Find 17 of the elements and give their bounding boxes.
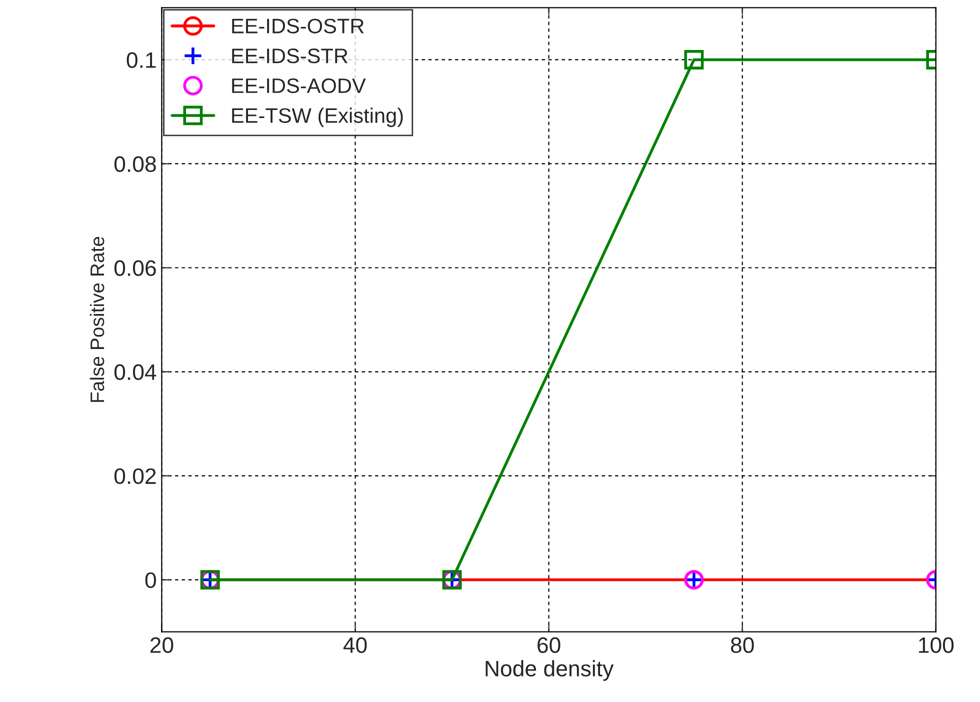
legend-label: EE-IDS-OSTR [232, 18, 364, 34]
x-tick-label: 20 [150, 637, 174, 653]
y-tick-label: 0.1 [126, 52, 156, 68]
x-tick-label: 60 [538, 637, 560, 653]
legend-label: EE-IDS-STR [232, 48, 348, 64]
y-tick-label: 0.08 [114, 156, 156, 172]
legend-label: EE-TSW (Existing) [232, 108, 403, 128]
x-axis-title: Node density [486, 660, 614, 681]
legend-label: EE-IDS-AODV [232, 78, 366, 94]
y-tick-label: 0 [145, 572, 156, 588]
y-tick-label: 0.02 [114, 468, 156, 484]
x-tick-label: 80 [730, 637, 754, 653]
y-axis-title: False Positive Rate [90, 236, 104, 402]
x-tick-label: 40 [343, 637, 367, 653]
y-tick-label: 0.06 [114, 260, 156, 276]
y-tick-label: 0.04 [114, 364, 156, 380]
x-tick-label: 100 [919, 637, 954, 653]
